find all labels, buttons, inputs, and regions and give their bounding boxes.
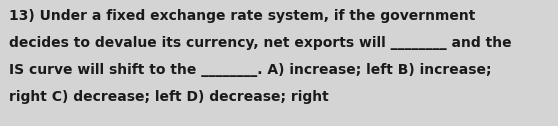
Text: 13) Under a fixed exchange rate system, if the government: 13) Under a fixed exchange rate system, …: [9, 9, 475, 23]
Text: decides to devalue its currency, net exports will ________ and the: decides to devalue its currency, net exp…: [9, 36, 512, 50]
Text: right C) decrease; left D) decrease; right: right C) decrease; left D) decrease; rig…: [9, 90, 329, 104]
Text: IS curve will shift to the ________. A) increase; left B) increase;: IS curve will shift to the ________. A) …: [9, 63, 492, 77]
